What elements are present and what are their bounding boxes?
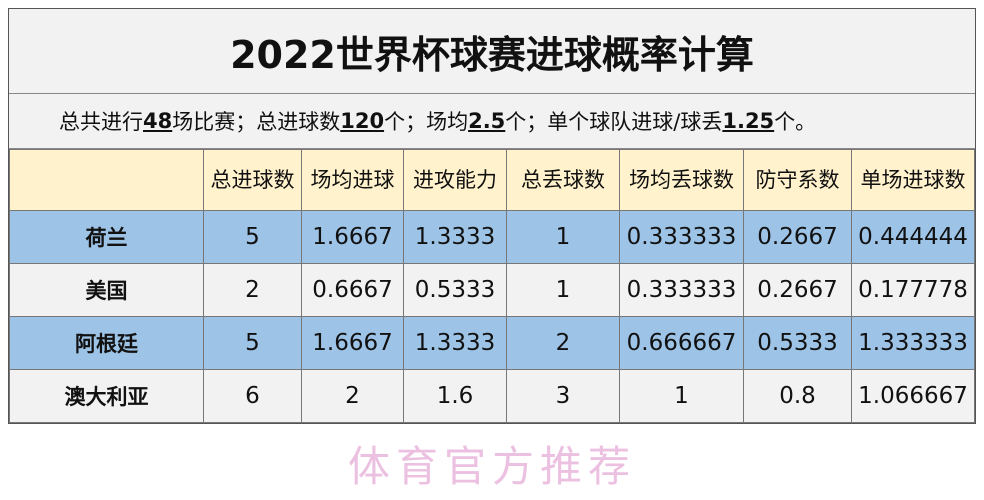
team-name: 荷兰 [9, 210, 204, 264]
table-cell: 0.177778 [851, 263, 975, 317]
summary-line: 总共进行 48 场比赛；总进球数 120 个；场均 2.5 个；单个球队进球/球丢 1.25 个… [9, 94, 975, 149]
table-row: 美国 2 0.6667 0.5333 1 0.333333 0.2667 0.177778 [9, 263, 975, 317]
table-cell: 2 [203, 263, 302, 317]
team-name: 澳大利亚 [9, 369, 204, 423]
table-cell: 1.3333 [403, 210, 507, 264]
sheet: 2022世界杯球赛进球概率计算 总共进行 48 场比赛；总进球数 120 个；场均 2.5… [8, 8, 976, 424]
table-cell: 1.6667 [301, 210, 404, 264]
table-cell: 2 [506, 316, 620, 370]
column-header: 场均进球 [301, 149, 404, 211]
summary-team-avg: 1.25 [722, 109, 775, 133]
watermark: 体育官方推荐 [347, 442, 636, 491]
table-cell: 2 [301, 369, 404, 423]
table-cell: 0.5333 [743, 316, 852, 370]
stats-table: 总进球数 场均进球 进攻能力 总丢球数 场均丢球数 防守系数 单场进球数 荷兰 5 1.6667… [9, 149, 975, 423]
table-row: 阿根廷 5 1.6667 1.3333 2 0.666667 0.5333 1.333333 [9, 316, 975, 370]
table-cell: 0.2667 [743, 210, 852, 264]
column-header: 总进球数 [203, 149, 302, 211]
table-cell: 6 [203, 369, 302, 423]
summary-text: 个；场均 [384, 110, 469, 134]
summary-matches: 48 [143, 109, 173, 133]
summary-text: 个。 [774, 110, 817, 134]
table-cell: 1 [619, 369, 744, 423]
column-header: 进攻能力 [403, 149, 507, 211]
summary-text: 个；单个球队进球/球丢 [505, 110, 723, 134]
table-cell: 1.066667 [851, 369, 975, 423]
table-row: 澳大利亚 6 2 1.6 3 1 0.8 1.066667 [9, 369, 975, 423]
column-header: 场均丢球数 [619, 149, 744, 211]
summary-text: 总共进行 [59, 110, 143, 134]
table-cell: 1.6667 [301, 316, 404, 370]
table-cell: 0.666667 [619, 316, 744, 370]
column-header: 单场进球数 [851, 149, 975, 211]
summary-text: 场比赛；总进球数 [172, 110, 341, 134]
table-cell: 1.3333 [403, 316, 507, 370]
page-title: 2022世界杯球赛进球概率计算 [9, 9, 975, 94]
table-cell: 0.5333 [403, 263, 507, 317]
table-cell: 5 [203, 210, 302, 264]
table-cell: 1 [506, 263, 620, 317]
summary-goals: 120 [340, 109, 385, 133]
table-cell: 0.333333 [619, 210, 744, 264]
table-cell: 0.8 [743, 369, 852, 423]
table-cell: 0.2667 [743, 263, 852, 317]
column-header [9, 149, 204, 211]
header-row: 总进球数 场均进球 进攻能力 总丢球数 场均丢球数 防守系数 单场进球数 [9, 149, 975, 211]
table-cell: 3 [506, 369, 620, 423]
team-name: 美国 [9, 263, 204, 317]
summary-avg: 2.5 [468, 109, 506, 133]
table-cell: 5 [203, 316, 302, 370]
column-header: 总丢球数 [506, 149, 620, 211]
table-row: 荷兰 5 1.6667 1.3333 1 0.333333 0.2667 0.444444 [9, 210, 975, 264]
table-cell: 1.333333 [851, 316, 975, 370]
table-cell: 1 [506, 210, 620, 264]
table-cell: 0.444444 [851, 210, 975, 264]
team-name: 阿根廷 [9, 316, 204, 370]
table-cell: 1.6 [403, 369, 507, 423]
table-cell: 0.333333 [619, 263, 744, 317]
table-cell: 0.6667 [301, 263, 404, 317]
column-header: 防守系数 [743, 149, 852, 211]
